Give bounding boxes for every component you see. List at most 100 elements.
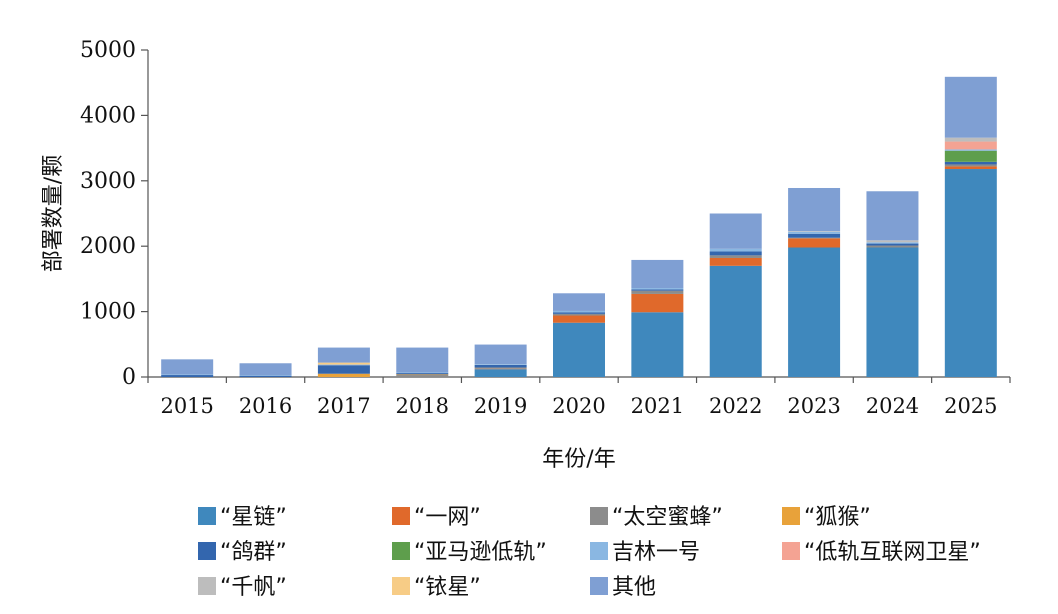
y-tick-label: 3000 (80, 169, 136, 194)
legend-label: “太空蜜蜂” (612, 505, 723, 530)
bar-segment (631, 290, 684, 294)
legend-swatch (392, 507, 410, 525)
bar-segment (944, 141, 997, 150)
bar-segment (866, 247, 919, 377)
x-tick-label: 2017 (317, 394, 370, 418)
bar-segment (474, 364, 527, 365)
legend-label: 其他 (612, 575, 656, 600)
bar-segment (317, 365, 370, 374)
x-tick-label: 2024 (866, 394, 919, 418)
bar-segment (396, 373, 449, 375)
bar-segment (866, 242, 919, 244)
x-axis-title: 年份/年 (542, 447, 615, 472)
y-tick-label: 2000 (80, 234, 136, 259)
bar-segment (161, 374, 214, 376)
y-axis-title: 部署数量/颗 (41, 155, 66, 272)
bar-segment (788, 233, 841, 238)
bar-segment (709, 248, 762, 252)
bar-segment (317, 364, 370, 366)
x-tick-label: 2022 (709, 394, 762, 418)
legend-swatch (590, 542, 608, 560)
bar-segment (788, 247, 841, 377)
legend-swatch (198, 507, 216, 525)
x-tick-label: 2023 (787, 394, 840, 418)
x-tick-label: 2015 (160, 394, 213, 418)
bar-segment (631, 293, 684, 313)
bar-segment (631, 289, 684, 291)
bar-segment (709, 255, 762, 258)
bar-segment (866, 243, 919, 246)
bar-segment (788, 237, 841, 239)
bar-segment (239, 375, 292, 377)
legend-label: “千帆” (220, 575, 287, 600)
bar-segment (317, 347, 370, 363)
legend-label: “一网” (414, 505, 481, 530)
y-tick-label: 4000 (80, 103, 136, 128)
bar-segment (161, 375, 214, 377)
legend-label: “亚马逊低轨” (414, 540, 547, 565)
bar-segment (161, 359, 214, 375)
y-tick-label: 0 (122, 365, 136, 390)
x-tick-label: 2018 (396, 394, 449, 418)
bar-segment (944, 161, 997, 165)
bar-segment (944, 166, 997, 170)
bar-segment (866, 240, 919, 243)
legend-swatch (198, 577, 216, 595)
legend-label: “狐猴” (804, 505, 871, 530)
bar-segment (944, 137, 997, 142)
bar-segment (944, 149, 997, 151)
bar-segment (944, 76, 997, 138)
bar-segment (631, 288, 684, 290)
legend-swatch (392, 577, 410, 595)
bar-segment (788, 187, 841, 232)
bar-segment (317, 373, 370, 377)
bar-segment (553, 315, 605, 323)
bar-segment (709, 251, 762, 256)
bar-segment (709, 213, 762, 249)
x-tick-label: 2019 (474, 394, 527, 418)
bar-segment (631, 259, 684, 289)
x-tick-label: 2016 (239, 394, 292, 418)
bar-segment (631, 312, 684, 377)
bar-segment (553, 310, 605, 313)
bar-segment (396, 375, 449, 377)
legend-label: 吉林一号 (612, 540, 700, 565)
bar-segment (553, 293, 605, 311)
bar-segment (474, 344, 527, 365)
bar-segment (788, 231, 841, 232)
bar-segment (866, 245, 919, 248)
legend-label: “铱星” (414, 575, 481, 600)
legend-swatch (198, 542, 216, 560)
legend-label: “低轨互联网卫星” (804, 540, 981, 565)
bar-segment (866, 191, 919, 241)
legend-label: “鸽群” (220, 540, 287, 565)
x-tick-label: 2025 (944, 394, 997, 418)
bar-segment (553, 313, 605, 316)
bar-segment (474, 364, 527, 368)
bar-segment (239, 375, 292, 376)
bar-segment (709, 257, 762, 266)
bar-segment (944, 169, 997, 377)
bar-segment (396, 372, 449, 374)
legend-label: “星链” (220, 505, 287, 530)
bar-segment (944, 150, 997, 162)
bar-segment (239, 363, 292, 376)
bar-segment (474, 367, 527, 369)
legend-swatch (782, 542, 800, 560)
legend-swatch (590, 507, 608, 525)
legend-swatch (392, 542, 410, 560)
bar-segment (788, 238, 841, 248)
bar-segment (709, 265, 762, 377)
bar-segment (944, 164, 997, 167)
bar-segment (317, 362, 370, 365)
bar-segment (788, 231, 841, 234)
bar-segment (553, 312, 605, 314)
legend-swatch (782, 507, 800, 525)
x-tick-label: 2021 (631, 394, 684, 418)
bar-segment (396, 347, 449, 373)
x-tick-label: 2020 (552, 394, 605, 418)
y-tick-label: 5000 (80, 38, 136, 63)
bar-segment (474, 369, 527, 377)
bar-segment (396, 374, 449, 376)
